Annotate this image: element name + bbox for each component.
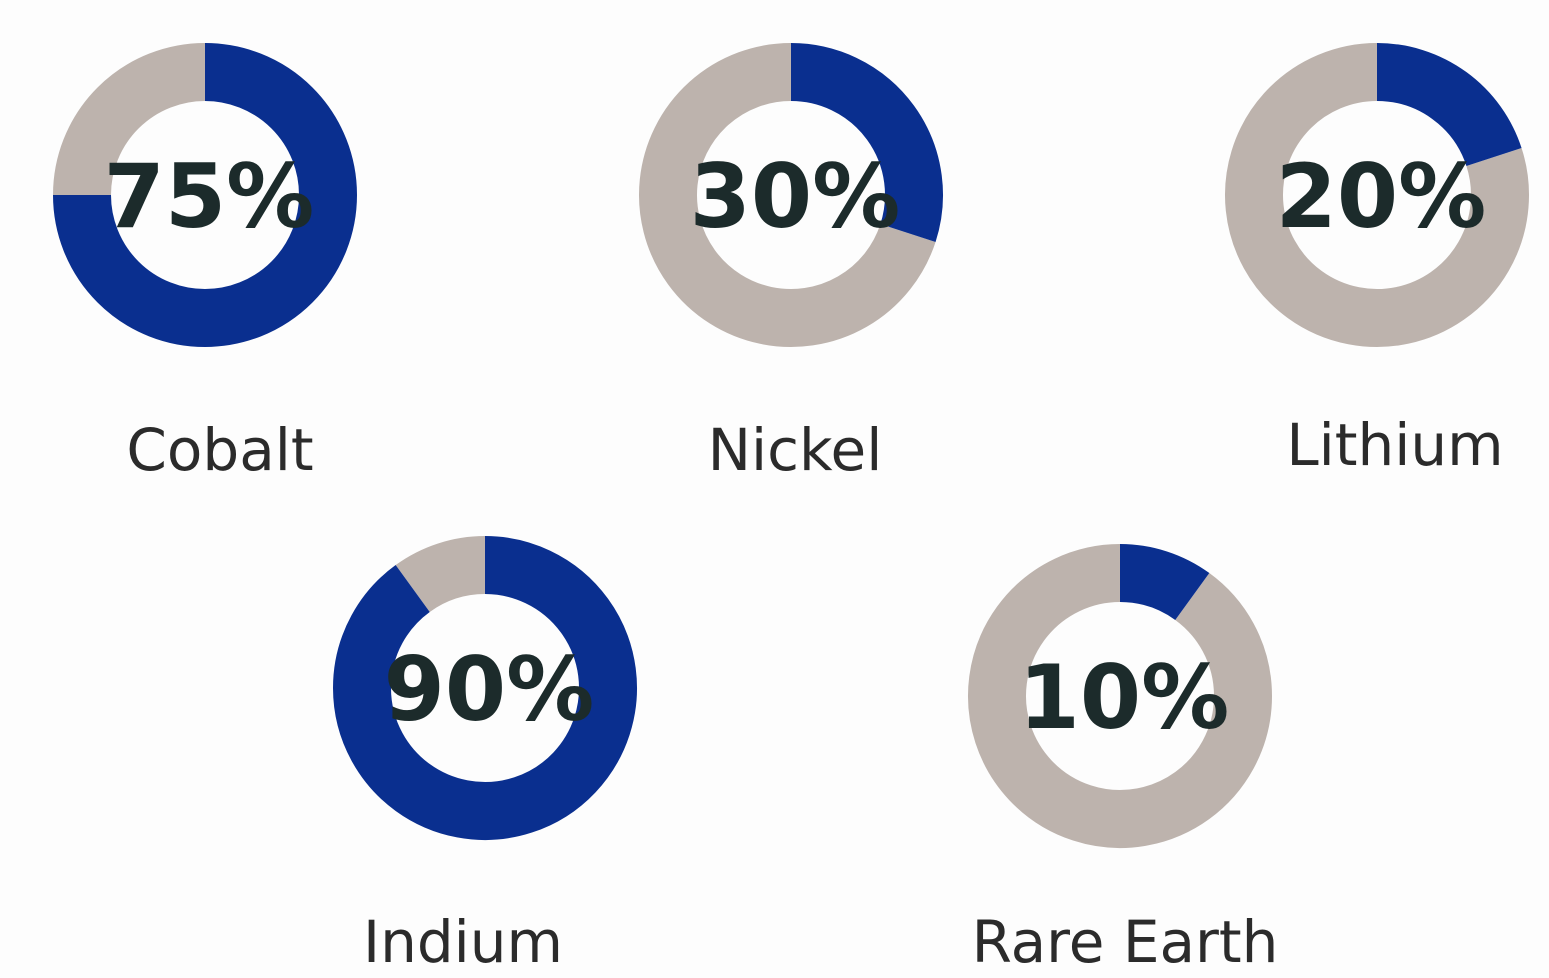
donut-charts: 75% Cobalt 30% Nickel 20% Lithium 90% Indium 10%… <box>53 43 1529 976</box>
donut-percent-label: 10% <box>1019 646 1230 749</box>
donut-value-lithium <box>1376 43 1522 167</box>
donut-value-indium <box>333 536 637 840</box>
donut-percent-label: 90% <box>384 638 595 741</box>
donut-indium: 90% Indium <box>333 536 637 976</box>
donut-percent-label: 20% <box>1276 145 1487 248</box>
donut-remainder-lithium <box>1225 43 1529 347</box>
donut-category-label: Indium <box>363 908 563 976</box>
donut-percent-label: 30% <box>690 145 901 248</box>
donut-remainder-nickel <box>639 43 936 347</box>
donut-cobalt: 75% Cobalt <box>53 43 357 484</box>
donut-remainder-cobalt <box>53 43 206 196</box>
donut-remainder-indium <box>395 536 486 613</box>
donut-value-cobalt <box>53 43 357 347</box>
donut-rare-earth: 10% Rare Earth <box>968 544 1279 976</box>
donut-value-rare-earth <box>1119 544 1210 621</box>
donut-value-nickel <box>790 43 943 242</box>
donut-nickel: 30% Nickel <box>639 43 943 484</box>
donut-category-label: Nickel <box>708 416 883 484</box>
donut-category-label: Cobalt <box>126 416 313 484</box>
donut-lithium: 20% Lithium <box>1225 43 1529 479</box>
donut-category-label: Rare Earth <box>972 908 1279 976</box>
donut-percent-label: 75% <box>104 145 315 248</box>
donut-remainder-rare-earth <box>968 544 1272 848</box>
donut-category-label: Lithium <box>1286 411 1503 479</box>
